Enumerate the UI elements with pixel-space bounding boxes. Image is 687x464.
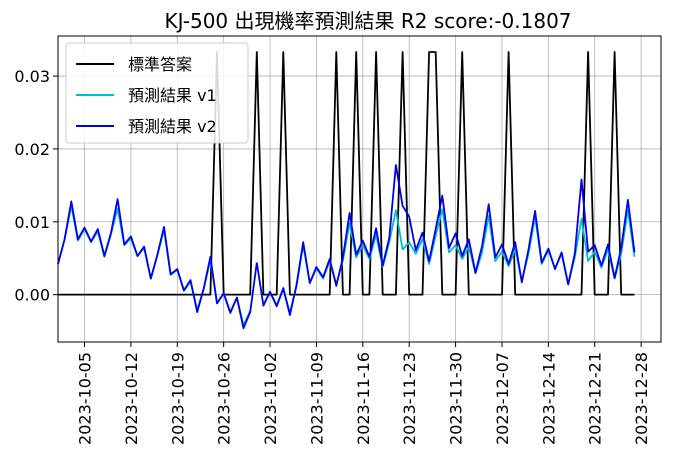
series-line-2 [57,198,258,330]
x-tick-label: 2023-12-28 [632,352,651,445]
y-tick-label: 0.00 [14,286,50,305]
x-tick-label: 2023-11-02 [261,352,280,445]
y-tick-label: 0.02 [14,140,50,159]
x-tick-label: 2023-12-14 [539,352,558,445]
y-tick-label: 0.01 [14,213,50,232]
x-tick-label: 2023-12-21 [586,352,605,445]
chart-title: KJ-500 出現機率預測結果 R2 score:-0.1807 [164,9,571,33]
legend-label-answer: 標準答案 [128,55,192,74]
x-tick-label: 2023-11-23 [400,352,419,445]
legend-label-v1: 預測結果 v1 [128,86,217,105]
x-tick-label: 2023-12-07 [493,352,512,445]
plot-area-frame [57,35,662,343]
legend: 標準答案 預測結果 v1 預測結果 v2 [65,42,249,144]
x-tick-label: 2023-10-12 [122,352,141,445]
legend-box [65,42,249,144]
y-tick-label: 0.03 [14,67,50,86]
series-line-2 [255,164,636,316]
x-tick-label: 2023-11-16 [354,352,373,445]
series-lines [57,51,636,330]
x-tick-label: 2023-10-26 [215,352,234,445]
x-tick-label: 2023-10-19 [168,352,187,445]
x-tick-label: 2023-11-09 [307,352,326,445]
legend-label-v2: 預測結果 v2 [128,117,217,136]
x-tick-label: 2023-11-30 [447,352,466,445]
axis-ticks: 0.00 0.01 0.02 0.03 2023-10-05 2023-10-12 2023… [14,67,651,445]
x-tick-label: 2023-10-05 [76,352,95,445]
series-line-1 [262,208,636,314]
